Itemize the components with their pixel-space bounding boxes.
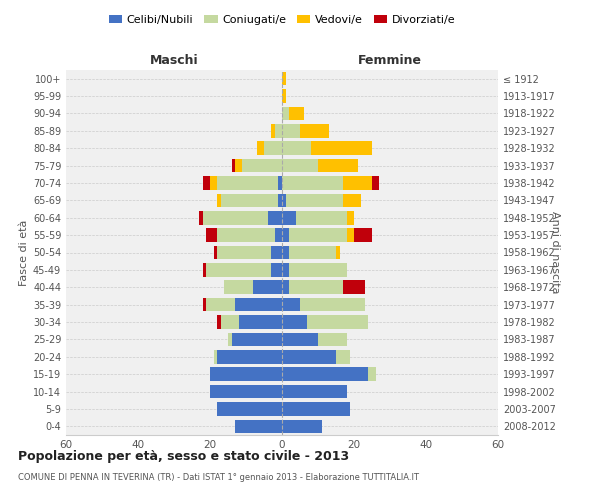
Y-axis label: Fasce di età: Fasce di età [19, 220, 29, 286]
Bar [368, 368, 376, 381]
Bar [264, 142, 282, 155]
Bar [235, 159, 242, 172]
Bar [275, 124, 282, 138]
Bar [203, 176, 210, 190]
Bar [289, 106, 304, 120]
Bar [217, 228, 275, 242]
Bar [257, 142, 264, 155]
Bar [282, 263, 289, 276]
Text: Maschi: Maschi [149, 54, 199, 66]
Bar [282, 90, 286, 103]
Bar [282, 211, 296, 224]
Bar [286, 194, 343, 207]
Bar [318, 332, 347, 346]
Bar [217, 350, 282, 364]
Bar [300, 298, 365, 312]
Bar [235, 420, 282, 433]
Bar [214, 246, 217, 260]
Bar [203, 211, 268, 224]
Y-axis label: Anni di nascita: Anni di nascita [550, 211, 560, 294]
Bar [210, 368, 282, 381]
Bar [210, 385, 282, 398]
Bar [289, 263, 347, 276]
Text: Femmine: Femmine [358, 54, 422, 66]
Bar [224, 280, 253, 294]
Bar [228, 332, 232, 346]
Bar [282, 246, 289, 260]
Bar [311, 142, 372, 155]
Bar [289, 228, 347, 242]
Bar [347, 211, 354, 224]
Bar [217, 402, 282, 415]
Bar [343, 280, 365, 294]
Bar [282, 159, 318, 172]
Bar [242, 159, 282, 172]
Bar [278, 176, 282, 190]
Bar [203, 298, 206, 312]
Bar [343, 194, 361, 207]
Bar [206, 263, 271, 276]
Bar [282, 385, 347, 398]
Bar [289, 246, 336, 260]
Bar [217, 315, 221, 329]
Bar [221, 315, 239, 329]
Bar [336, 246, 340, 260]
Bar [282, 298, 300, 312]
Bar [282, 332, 318, 346]
Bar [275, 228, 282, 242]
Bar [300, 124, 329, 138]
Bar [199, 211, 203, 224]
Legend: Celibi/Nubili, Coniugati/e, Vedovi/e, Divorziati/e: Celibi/Nubili, Coniugati/e, Vedovi/e, Di… [104, 10, 460, 29]
Bar [347, 228, 354, 242]
Bar [282, 350, 336, 364]
Bar [214, 350, 217, 364]
Bar [203, 263, 206, 276]
Bar [318, 159, 358, 172]
Bar [336, 350, 350, 364]
Bar [268, 211, 282, 224]
Bar [343, 176, 372, 190]
Bar [282, 72, 286, 86]
Text: COMUNE DI PENNA IN TEVERINA (TR) - Dati ISTAT 1° gennaio 2013 - Elaborazione TUT: COMUNE DI PENNA IN TEVERINA (TR) - Dati … [18, 472, 419, 482]
Bar [232, 332, 282, 346]
Bar [271, 263, 282, 276]
Bar [307, 315, 368, 329]
Bar [282, 315, 307, 329]
Bar [282, 194, 286, 207]
Bar [217, 246, 271, 260]
Bar [217, 176, 278, 190]
Bar [232, 159, 235, 172]
Bar [235, 298, 282, 312]
Bar [282, 176, 343, 190]
Bar [239, 315, 282, 329]
Bar [282, 280, 289, 294]
Text: Popolazione per età, sesso e stato civile - 2013: Popolazione per età, sesso e stato civil… [18, 450, 349, 463]
Bar [206, 298, 235, 312]
Bar [221, 194, 278, 207]
Bar [372, 176, 379, 190]
Bar [217, 194, 221, 207]
Bar [282, 124, 300, 138]
Bar [282, 420, 322, 433]
Bar [271, 246, 282, 260]
Bar [278, 194, 282, 207]
Bar [282, 368, 368, 381]
Bar [296, 211, 347, 224]
Bar [253, 280, 282, 294]
Bar [354, 228, 372, 242]
Bar [282, 228, 289, 242]
Bar [282, 106, 289, 120]
Bar [210, 176, 217, 190]
Bar [206, 228, 217, 242]
Bar [289, 280, 343, 294]
Bar [282, 402, 350, 415]
Bar [282, 142, 311, 155]
Bar [271, 124, 275, 138]
